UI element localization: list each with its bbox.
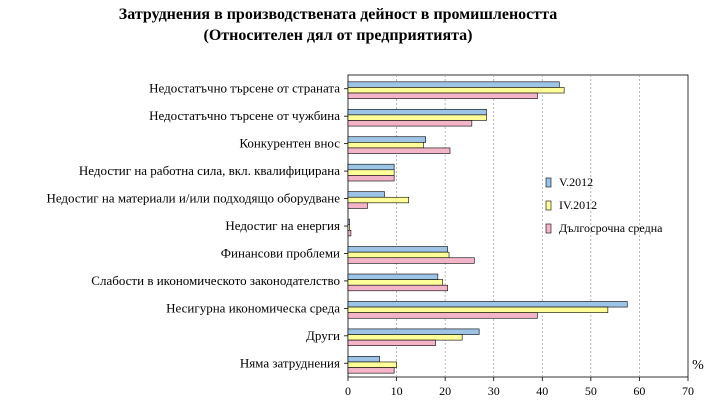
chart-title: Затруднения в производствената дейност в… bbox=[119, 6, 557, 23]
bar bbox=[347, 251, 450, 259]
bar bbox=[347, 92, 538, 99]
bar bbox=[347, 328, 480, 335]
category-label: Други bbox=[306, 328, 340, 343]
category-label: Недостиг на енергия bbox=[225, 218, 340, 233]
x-tick-label: 40 bbox=[536, 384, 548, 398]
category-label: Недостиг на работна сила, вкл. квалифици… bbox=[79, 163, 340, 178]
axis-unit: % bbox=[692, 358, 704, 373]
bar bbox=[347, 108, 487, 116]
bar bbox=[347, 339, 436, 347]
legend: V.2012 IV.2012 Дългосрочна средна bbox=[545, 175, 663, 235]
bars bbox=[347, 81, 628, 374]
bar bbox=[347, 191, 385, 198]
bar bbox=[347, 279, 444, 286]
category-label: Недостатъчно търсене от чужбина bbox=[149, 108, 340, 123]
bar bbox=[347, 273, 439, 280]
bar bbox=[347, 202, 368, 209]
bar bbox=[347, 334, 463, 341]
bar bbox=[347, 81, 560, 88]
legend-swatch bbox=[545, 223, 552, 234]
category-label: Конкурентен внос bbox=[239, 136, 340, 151]
bar bbox=[347, 246, 448, 253]
bar bbox=[347, 114, 487, 121]
bar bbox=[347, 257, 475, 264]
bar bbox=[347, 356, 380, 363]
category-label: Недостиг на материали и/или подходящо об… bbox=[46, 191, 340, 206]
category-label: Слабости в икономическото законодателств… bbox=[91, 273, 340, 288]
bar bbox=[347, 87, 565, 94]
legend-swatch bbox=[545, 177, 552, 188]
bar bbox=[347, 361, 397, 368]
bar bbox=[347, 224, 350, 231]
x-tick-label: 50 bbox=[585, 384, 597, 398]
category-label: Няма затруднения bbox=[240, 355, 340, 370]
bar bbox=[347, 163, 395, 171]
bar bbox=[347, 230, 352, 237]
x-tick-label: 10 bbox=[391, 384, 403, 398]
legend-label: V.2012 bbox=[559, 175, 593, 189]
bar bbox=[347, 136, 427, 143]
bar bbox=[347, 218, 350, 226]
x-axis: 0 10 20 30 40 50 60 70 bbox=[345, 377, 694, 398]
bar bbox=[347, 147, 451, 154]
category-label: Несигурна икономическа среда bbox=[166, 300, 340, 315]
bar bbox=[347, 142, 424, 149]
category-labels: Недостатъчно търсене от страната Недостат… bbox=[46, 81, 348, 370]
legend-label: IV.2012 bbox=[559, 198, 597, 212]
category-label: Недостатъчно търсене от страната bbox=[149, 81, 340, 96]
bar bbox=[347, 120, 473, 127]
bar bbox=[347, 284, 448, 292]
bar bbox=[347, 196, 410, 204]
bar bbox=[347, 312, 538, 319]
bar bbox=[347, 367, 395, 374]
legend-label: Дългосрочна средна bbox=[559, 221, 663, 235]
x-tick-label: 20 bbox=[439, 384, 451, 398]
x-tick-label: 70 bbox=[682, 384, 694, 398]
legend-swatch bbox=[545, 200, 552, 211]
x-tick-label: 60 bbox=[633, 384, 645, 398]
x-tick-label: 0 bbox=[345, 384, 351, 398]
chart-subtitle: (Относителен дял от предприятията) bbox=[203, 27, 472, 44]
bar bbox=[347, 306, 609, 313]
category-label: Финансови проблеми bbox=[221, 245, 340, 260]
bar bbox=[347, 175, 395, 182]
x-tick-label: 30 bbox=[488, 384, 500, 398]
bar bbox=[347, 169, 395, 176]
bar bbox=[347, 301, 628, 308]
